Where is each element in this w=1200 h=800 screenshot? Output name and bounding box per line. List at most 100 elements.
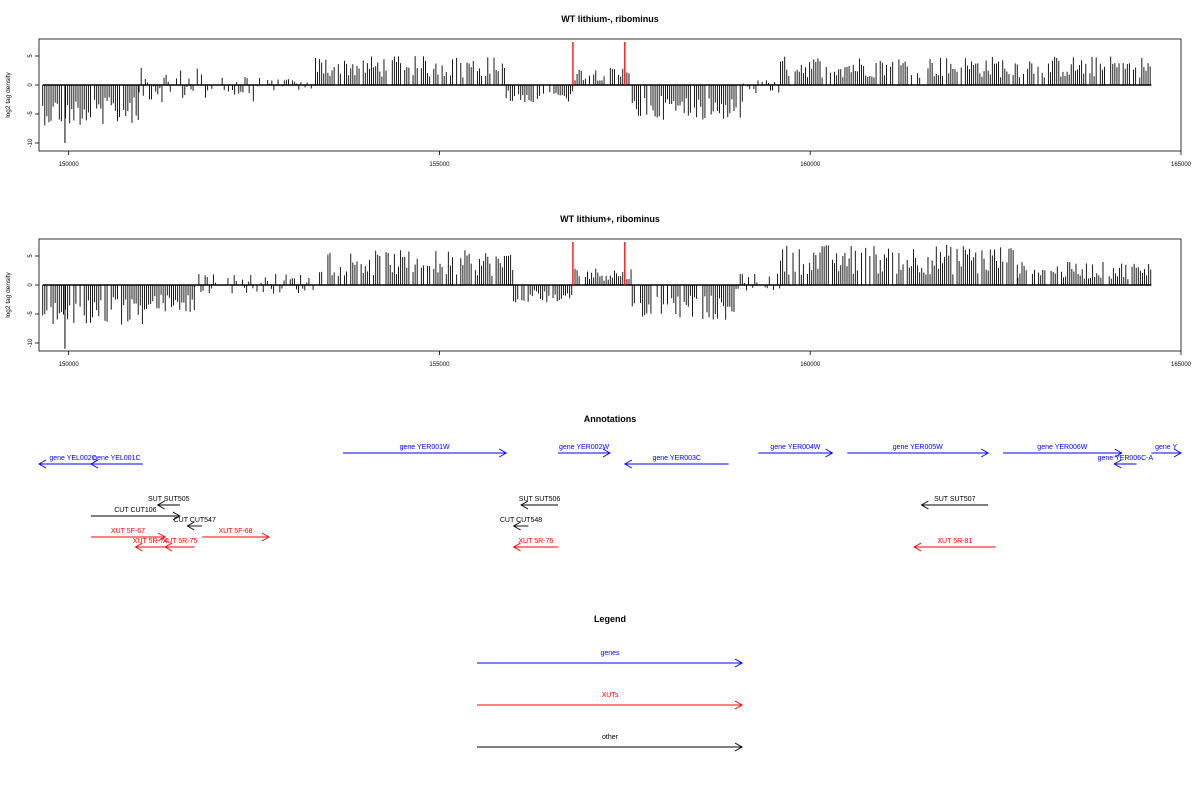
annotation-feature: gene YER006C-A: [1098, 455, 1154, 469]
feature-label: XUT 5R-74: [133, 538, 168, 545]
annotation-feature: XUT 5F-68: [202, 528, 270, 542]
y-axis-label: log2 tag density: [5, 71, 12, 117]
arrow-head: [261, 532, 270, 542]
arrow-head: [512, 542, 521, 552]
arrow-head: [172, 511, 181, 521]
feature-label: gene YER006W: [1037, 444, 1087, 451]
feature-label: XUT 5F-68: [218, 528, 252, 535]
legend-label: XUTs: [602, 692, 619, 699]
feature-label: XUT 5R-75: [162, 538, 197, 545]
x-tick-label: 160000: [800, 362, 821, 368]
annotation-feature: XUT 5F-67: [90, 528, 166, 542]
axes: 150000 155000 160000 165000 -10 -5 0 5: [28, 54, 1192, 168]
plot-frame: [38, 38, 1182, 152]
coverage-bars: [42, 242, 1152, 349]
y-tick-label: 5: [28, 254, 34, 258]
arrow-head: [913, 542, 922, 552]
arrow-head: [38, 459, 47, 469]
legend-items: genes XUTs other: [477, 650, 744, 752]
annotation-feature: gene YER001W: [343, 444, 508, 458]
arrow-head: [520, 500, 529, 510]
feature-label: gene YER002W: [559, 444, 609, 451]
coverage-bars: [42, 42, 1152, 143]
panel-lithium-minus: WT lithium-, ribominus log2 tag density …: [5, 14, 1192, 168]
y-tick-label: -10: [28, 138, 34, 147]
annotation-feature: XUT 5R-81: [913, 538, 996, 552]
feature-label: CUT CUT106: [114, 507, 156, 514]
annotation-feature: gene YER003C: [623, 455, 729, 469]
annotation-feature: gene YER004W: [758, 444, 834, 458]
annotation-feature: gene YEL001C: [90, 455, 143, 469]
x-tick-label: 155000: [429, 162, 450, 168]
legend-label: genes: [600, 650, 620, 657]
axes: 150000 155000 160000 165000 -10 -5 0 5: [28, 254, 1192, 368]
x-tick-label: 165000: [1171, 162, 1192, 168]
panel-lithium-plus: WT lithium+, ribominus log2 tag density …: [5, 214, 1192, 368]
arrow-head: [825, 448, 834, 458]
annotation-feature: gene Y: [1151, 444, 1182, 458]
legend-item: other: [477, 734, 744, 752]
annotation-feature: SUT SUT507: [920, 496, 989, 510]
feature-label: gene YER001W: [400, 444, 450, 451]
arrow-head: [1114, 448, 1123, 458]
legend-title: Legend: [594, 614, 626, 624]
arrow-head: [980, 448, 990, 458]
arrow-head: [157, 532, 166, 542]
arrow-head: [734, 742, 744, 752]
y-tick-label: -5: [28, 311, 34, 317]
annotation-feature: gene YER002W: [558, 444, 611, 458]
x-tick-label: 165000: [1171, 362, 1192, 368]
y-tick-label: 5: [28, 54, 34, 58]
feature-label: gene YEL001C: [93, 455, 140, 462]
arrow-head: [90, 459, 99, 469]
y-axis-label: log2 tag density: [5, 271, 12, 317]
x-tick-label: 150000: [59, 362, 80, 368]
legend-label: other: [602, 734, 619, 741]
arrow-head: [498, 448, 508, 458]
feature-label: gene YER006C-A: [1098, 455, 1154, 462]
feature-label: SUT SUT507: [934, 496, 976, 503]
legend: Legend genes XUTs other: [477, 614, 744, 752]
y-tick-label: 0: [28, 283, 34, 287]
feature-label: SUT SUT506: [519, 496, 561, 503]
arrow-head: [1113, 459, 1122, 469]
annotation-feature: XUT 5R-74: [133, 538, 168, 552]
feature-label: SUT SUT505: [148, 496, 190, 503]
arrow-head: [920, 500, 929, 510]
y-tick-label: 0: [28, 83, 34, 87]
annotations-title: Annotations: [584, 414, 637, 424]
annotation-feature: CUT CUT106: [90, 507, 181, 521]
x-tick-label: 155000: [429, 362, 450, 368]
legend-item: genes: [477, 650, 744, 668]
plot-frame: [38, 238, 1182, 352]
feature-label: gene YEL002C: [49, 455, 96, 462]
annotation-feature: SUT SUT505: [148, 496, 190, 510]
panel-title: WT lithium+, ribominus: [560, 214, 660, 224]
annotation-feature: gene YER006W: [1003, 444, 1123, 458]
feature-label: CUT CUT548: [500, 517, 542, 524]
arrow-head: [623, 459, 633, 469]
arrow-head: [734, 658, 744, 668]
arrow-head: [134, 542, 143, 552]
feature-label: gene Y: [1155, 444, 1177, 451]
y-tick-label: -5: [28, 111, 34, 117]
x-tick-label: 150000: [59, 162, 80, 168]
annotation-feature: SUT SUT506: [519, 496, 561, 510]
feature-label: XUT 5R-76: [518, 538, 553, 545]
legend-item: XUTs: [477, 692, 744, 710]
annotation-feature: gene YER005W: [847, 444, 990, 458]
arrow-head: [602, 448, 611, 458]
annotation-feature: XUT 5R-75: [162, 538, 197, 552]
arrow-head: [186, 521, 195, 531]
annotation-feature: CUT CUT548: [500, 517, 542, 531]
annotation-feature: XUT 5R-76: [512, 538, 559, 552]
arrow-head: [1173, 448, 1182, 458]
arrow-head: [156, 500, 165, 510]
panel-title: WT lithium-, ribominus: [561, 14, 659, 24]
y-tick-label: -10: [28, 338, 34, 347]
arrow-head: [734, 700, 744, 710]
feature-label: XUT 5R-81: [937, 538, 972, 545]
